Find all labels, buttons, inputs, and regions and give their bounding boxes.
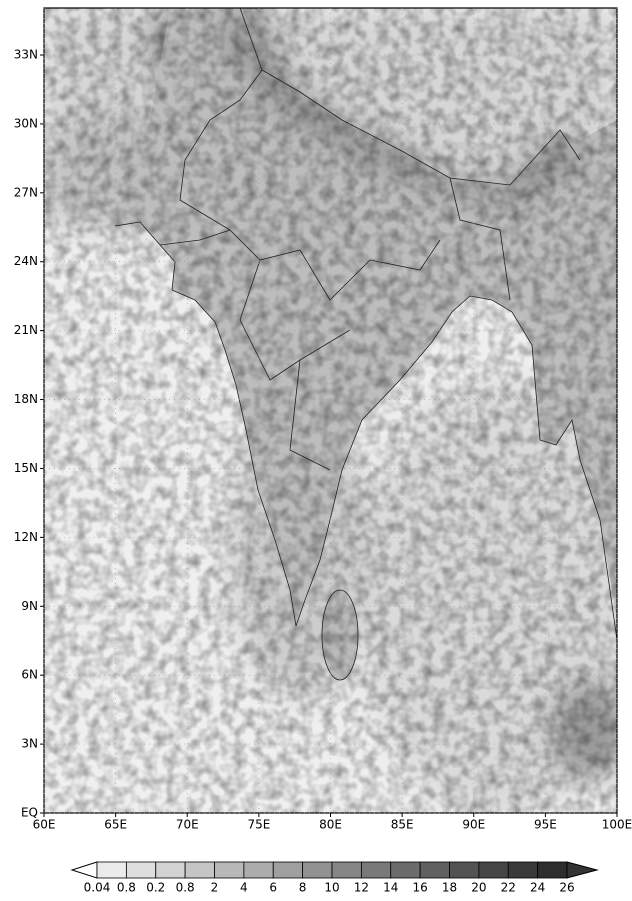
- colorbar-box: [156, 862, 185, 878]
- colorbar-box: [215, 862, 244, 878]
- colorbar-box: [303, 862, 332, 878]
- colorbar-box: [508, 862, 537, 878]
- colorbar-label: 14: [383, 881, 398, 895]
- colorbar-label: 18: [442, 881, 457, 895]
- colorbar-label: 0.2: [146, 881, 165, 895]
- colorbar-box: [450, 862, 479, 878]
- colorbar-label: 2: [211, 881, 219, 895]
- colorbar-label: 6: [269, 881, 277, 895]
- colorbar-label: 8: [299, 881, 307, 895]
- lat-label: 21N: [14, 323, 38, 337]
- colorbar-box: [420, 862, 449, 878]
- colorbar-label: 0.04: [84, 881, 111, 895]
- lon-label: 100E: [602, 818, 632, 832]
- lat-label: 15N: [14, 461, 38, 475]
- lon-label: 70E: [176, 818, 199, 832]
- lat-label: 18N: [14, 392, 38, 406]
- lat-label: 9N: [21, 599, 38, 613]
- lon-label: 65E: [104, 818, 127, 832]
- colorbar-label: 12: [354, 881, 369, 895]
- lat-label: 3N: [21, 737, 38, 751]
- colorbar-box: [97, 862, 126, 878]
- colorbar-label: 24: [530, 881, 545, 895]
- colorbar-arrow-low: [72, 862, 97, 878]
- map-figure: EQ3N6N9N12N15N18N21N24N27N30N33N60E65E70…: [0, 0, 632, 901]
- colorbar-box: [538, 862, 567, 878]
- lon-label: 80E: [319, 818, 342, 832]
- colorbar-label: 26: [559, 881, 574, 895]
- colorbar-label: 0.8: [117, 881, 136, 895]
- lat-label: 33N: [14, 48, 38, 62]
- lon-label: 60E: [33, 818, 56, 832]
- colorbar-label: 20: [471, 881, 486, 895]
- colorbar-box: [479, 862, 508, 878]
- colorbar-label: 22: [501, 881, 516, 895]
- lat-label: 24N: [14, 254, 38, 268]
- lon-label: 90E: [462, 818, 485, 832]
- map-field: [40, 0, 632, 820]
- lat-label: 27N: [14, 185, 38, 199]
- lat-label: 12N: [14, 530, 38, 544]
- lon-label: 75E: [247, 818, 270, 832]
- colorbar-label: 0.8: [176, 881, 195, 895]
- colorbar-box: [126, 862, 155, 878]
- colorbar-box: [185, 862, 214, 878]
- colorbar-box: [244, 862, 273, 878]
- colorbar-label: 10: [324, 881, 339, 895]
- colorbar-label: 4: [240, 881, 248, 895]
- lat-label: 30N: [14, 116, 38, 130]
- colorbar-box: [391, 862, 420, 878]
- lat-label: 6N: [21, 668, 38, 682]
- colorbar-arrow-high: [567, 862, 597, 878]
- lon-label: 95E: [534, 818, 557, 832]
- lon-label: 85E: [391, 818, 414, 832]
- colorbar-box: [361, 862, 390, 878]
- colorbar-box: [332, 862, 361, 878]
- colorbar-box: [273, 862, 302, 878]
- colorbar-label: 16: [412, 881, 427, 895]
